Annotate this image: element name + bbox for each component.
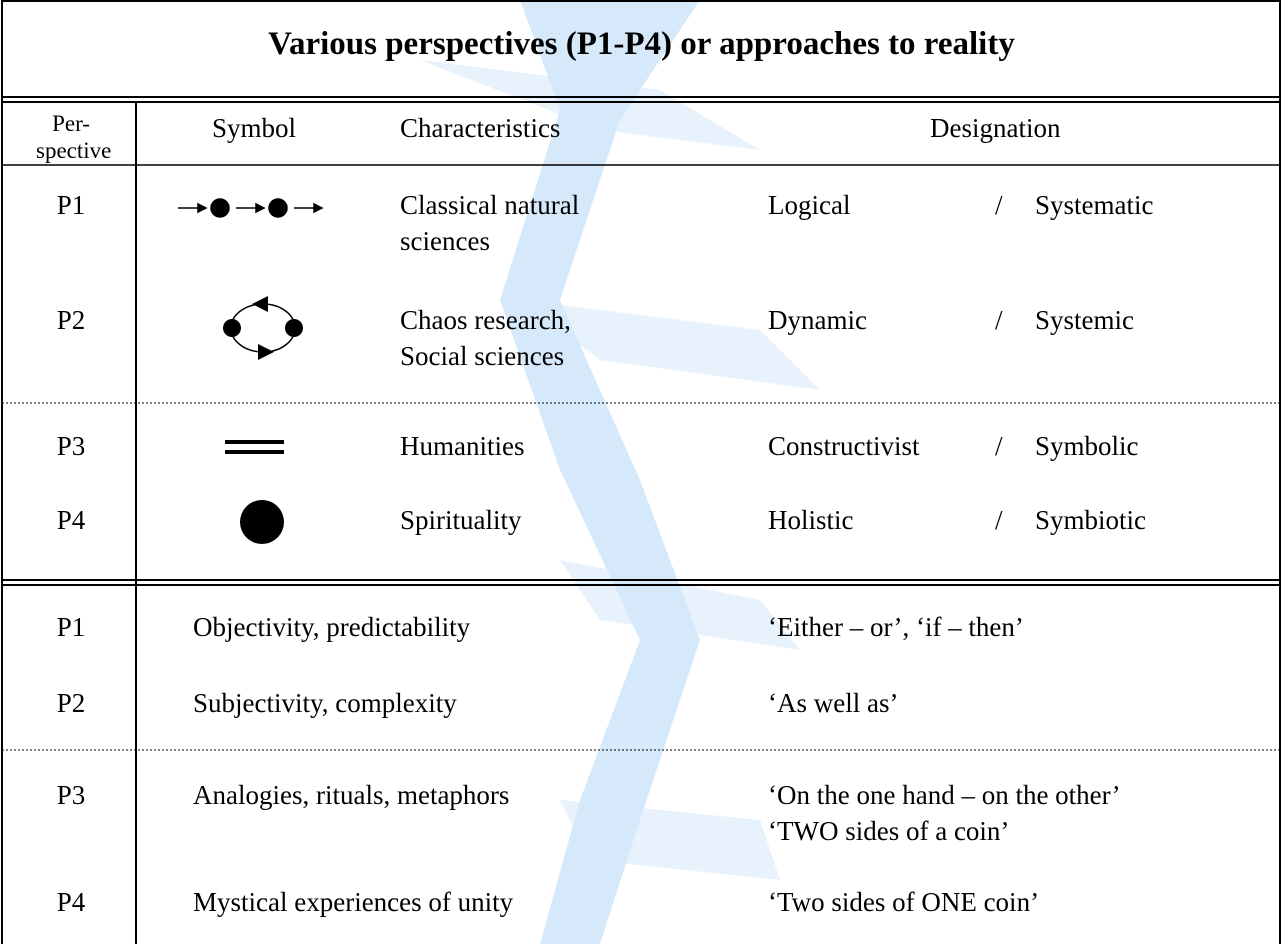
page: Various perspectives (P1-P4) or approach… — [0, 0, 1283, 944]
designation-separator: / — [995, 428, 1003, 464]
characteristics: Spirituality — [400, 502, 522, 538]
designation-right: Symbiotic — [1035, 502, 1146, 538]
designation-right: Systematic — [1035, 187, 1153, 223]
designation-left: Constructivist — [768, 428, 920, 464]
perspective-id: P2 — [36, 302, 106, 338]
logic: ‘TWO sides of a coin’ — [768, 813, 1009, 849]
perspective-id: P3 — [36, 428, 106, 464]
symbol-p2 — [223, 296, 303, 360]
perspective-id: P1 — [36, 187, 106, 223]
properties: Objectivity, predictability — [193, 609, 470, 645]
approach-id: P1 — [36, 609, 106, 645]
designation-right: Symbolic — [1035, 428, 1139, 464]
characteristics: Classical natural — [400, 187, 579, 223]
header-line: Per- — [36, 110, 106, 137]
symbol-p1 — [178, 199, 322, 217]
characteristics: Chaos research, — [400, 302, 571, 338]
header-characteristics: Characteristics — [400, 110, 560, 146]
properties: Mystical experiences of unity — [193, 884, 513, 920]
header-perspective: Per- spective — [36, 110, 106, 164]
characteristics: Humanities — [400, 428, 524, 464]
approach-id: P3 — [36, 777, 106, 813]
properties: Analogies, rituals, metaphors — [193, 777, 509, 813]
symbol-p4 — [240, 500, 284, 544]
approach-id: P2 — [36, 685, 106, 721]
designation-separator: / — [995, 502, 1003, 538]
designation-left: Holistic — [768, 502, 854, 538]
header-symbol: Symbol — [212, 110, 296, 146]
logic: ‘Two sides of ONE coin’ — [768, 884, 1039, 920]
table-title: Various perspectives (P1-P4) or approach… — [0, 26, 1283, 63]
perspective-id: P4 — [36, 502, 106, 538]
logic: ‘On the one hand – on the other’ — [768, 777, 1121, 813]
characteristics: sciences — [400, 223, 490, 259]
header-designation: Designation — [930, 110, 1060, 146]
properties: Subjectivity, complexity — [193, 685, 457, 721]
designation-right: Systemic — [1035, 302, 1134, 338]
designation-left: Dynamic — [768, 302, 867, 338]
designation-separator: / — [995, 302, 1003, 338]
approach-id: P4 — [36, 884, 106, 920]
header-line: spective — [36, 137, 106, 164]
logic: ‘Either – or’, ‘if – then’ — [768, 609, 1024, 645]
symbol-p3 — [225, 442, 284, 452]
designation-left: Logical — [768, 187, 850, 223]
characteristics: Social sciences — [400, 338, 564, 374]
logic: ‘As well as’ — [768, 685, 898, 721]
designation-separator: / — [995, 187, 1003, 223]
